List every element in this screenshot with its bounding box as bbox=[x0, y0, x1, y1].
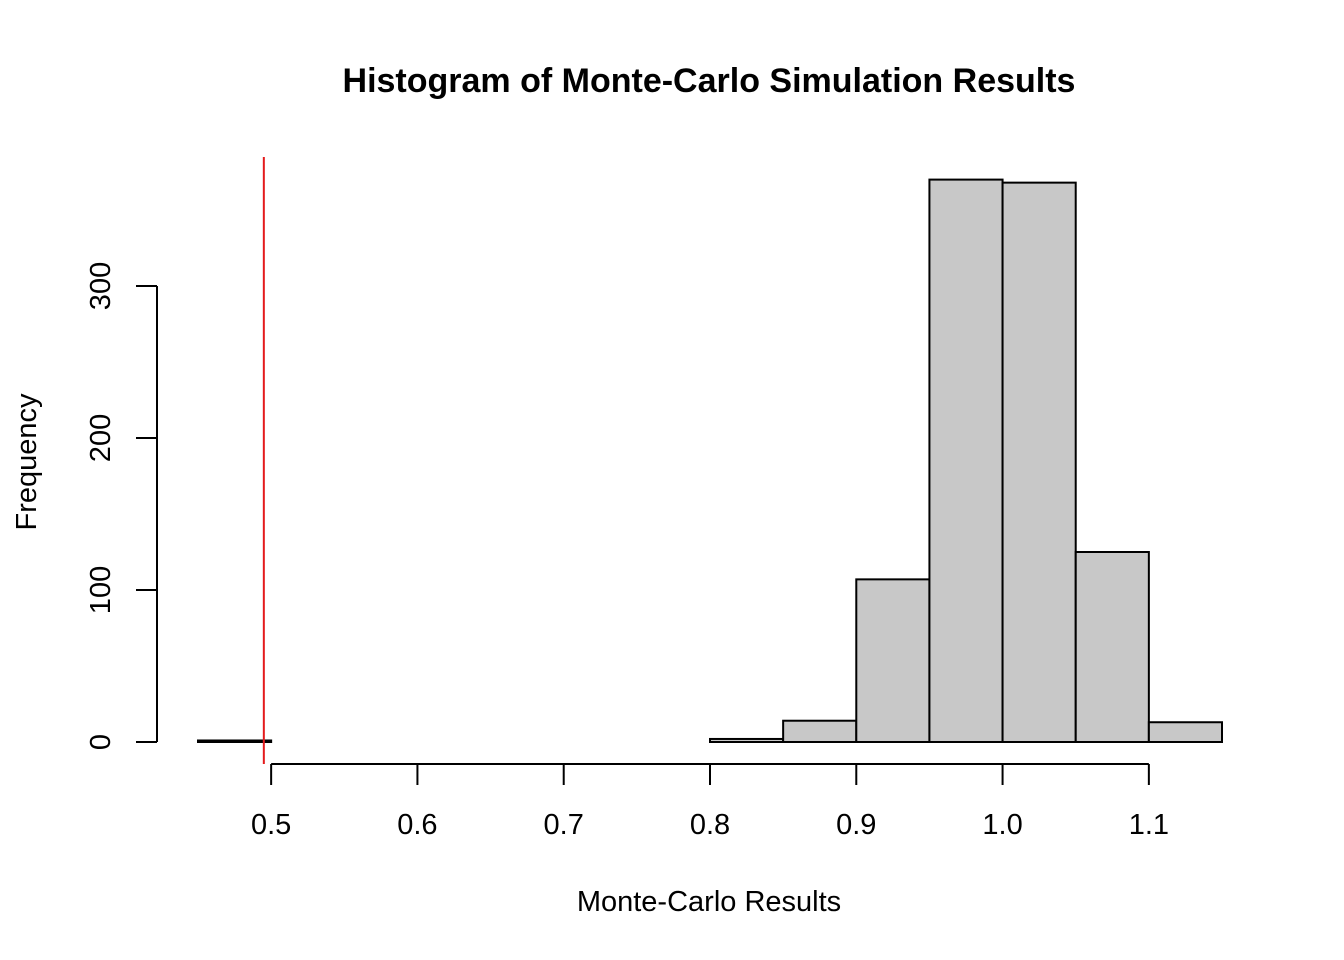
histogram-bar-10 bbox=[928, 178, 1004, 744]
y-axis: 0 100 200 300 bbox=[85, 262, 158, 750]
histogram-bar-11 bbox=[1001, 181, 1077, 743]
bars-layer bbox=[197, 178, 1224, 744]
y-tick-label: 0 bbox=[85, 734, 117, 750]
x-tick-label: 0.7 bbox=[544, 809, 584, 841]
x-axis-title: Monte-Carlo Results bbox=[577, 886, 841, 918]
x-tick-label: 1.1 bbox=[1129, 809, 1169, 841]
histogram-bar-9 bbox=[855, 578, 931, 743]
histogram-bar-12 bbox=[1074, 551, 1150, 743]
histogram-bar-8 bbox=[782, 719, 858, 743]
x-axis: 0.5 0.6 0.7 0.8 0.9 1.0 1.1 bbox=[251, 763, 1169, 841]
chart-title: Histogram of Monte-Carlo Simulation Resu… bbox=[343, 62, 1076, 100]
x-tick-label: 1.0 bbox=[982, 809, 1022, 841]
x-tick-label: 0.6 bbox=[397, 809, 437, 841]
histogram-bar-7 bbox=[709, 737, 785, 744]
histogram-bar-13 bbox=[1147, 721, 1224, 743]
x-tick-label: 0.9 bbox=[836, 809, 876, 841]
y-axis-title: Frequency bbox=[11, 393, 43, 531]
y-tick-label: 100 bbox=[85, 566, 117, 614]
y-tick-label: 300 bbox=[85, 262, 117, 310]
histogram-bar-0 bbox=[197, 739, 273, 743]
x-tick-label: 0.8 bbox=[690, 809, 730, 841]
x-tick-label: 0.5 bbox=[251, 809, 291, 841]
y-tick-label: 200 bbox=[85, 414, 117, 462]
